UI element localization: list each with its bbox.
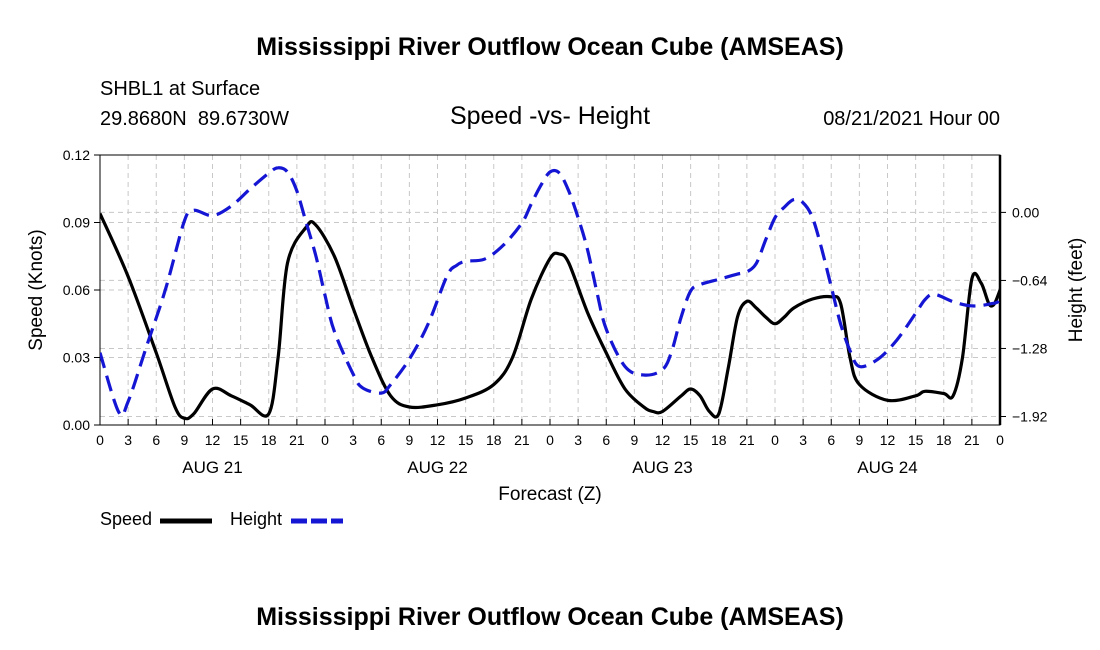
series-layer [100, 166, 1000, 421]
y-left-tick-label: 0.12 [63, 147, 90, 163]
x-tick-label: 0 [996, 432, 1004, 448]
x-tick-label: 9 [405, 432, 413, 448]
y-left-tick-label: 0.03 [63, 350, 90, 366]
date-label: 08/21/2021 Hour 00 [823, 108, 1000, 130]
station-label: SHBL1 at Surface [100, 78, 260, 100]
x-tick-label: 9 [630, 432, 638, 448]
x-tick-label: 18 [711, 432, 727, 448]
x-tick-label: 6 [602, 432, 610, 448]
x-tick-label: 21 [289, 432, 305, 448]
x-tick-label: 21 [964, 432, 980, 448]
coords-label: 29.8680N 89.6730W [100, 108, 289, 130]
x-tick-label: 0 [771, 432, 779, 448]
x-tick-label: 0 [546, 432, 554, 448]
x-tick-label: 6 [827, 432, 835, 448]
x-tick-label: 9 [855, 432, 863, 448]
legend-height-label: Height [230, 509, 282, 529]
x-tick-label: 0 [96, 432, 104, 448]
x-tick-label: 3 [124, 432, 132, 448]
y-left-tick-label: 0.06 [63, 282, 90, 298]
x-tick-label: 15 [908, 432, 924, 448]
legend: Speed Height [100, 509, 343, 529]
y-right-tick-label: −1.28 [1012, 340, 1048, 356]
y-left-tick-label: 0.00 [63, 417, 90, 433]
day-label: AUG 23 [632, 458, 692, 477]
x-tick-label: 18 [936, 432, 952, 448]
x-axis-title: Forecast (Z) [498, 484, 601, 505]
y-left-tick-label: 0.09 [63, 215, 90, 231]
x-tick-label: 15 [458, 432, 474, 448]
y-left-title: Speed (Knots) [26, 229, 47, 350]
x-tick-label: 21 [514, 432, 530, 448]
y-right-title: Height (feet) [1066, 238, 1087, 343]
x-tick-label: 15 [683, 432, 699, 448]
x-tick-label: 0 [321, 432, 329, 448]
axis-labels: 0 3 6 9 12 15 18 21 0 3 6 9 12 15 18 21 0 3 6 9 12 15 18 21 0 3 6 9… [26, 147, 1087, 505]
y-right-tick-label: −1.92 [1012, 408, 1048, 424]
x-tick-label: 21 [739, 432, 755, 448]
x-tick-label: 3 [349, 432, 357, 448]
x-tick-label: 12 [655, 432, 671, 448]
x-tick-label: 15 [233, 432, 249, 448]
y-right-tick-label: 0.00 [1012, 204, 1039, 220]
day-label: AUG 21 [182, 458, 242, 477]
series-line-height [100, 166, 1000, 418]
x-tick-label: 6 [377, 432, 385, 448]
x-tick-label: 18 [486, 432, 502, 448]
x-tick-label: 9 [180, 432, 188, 448]
x-tick-label: 3 [799, 432, 807, 448]
grid [100, 155, 1000, 425]
y-right-tick-label: −0.64 [1012, 272, 1048, 288]
x-tick-label: 18 [261, 432, 277, 448]
x-tick-label: 12 [205, 432, 221, 448]
series-line-speed [100, 212, 1000, 421]
chart-subtitle: Speed -vs- Height [450, 102, 650, 130]
day-label: AUG 24 [857, 458, 917, 477]
x-tick-label: 3 [574, 432, 582, 448]
day-label: AUG 22 [407, 458, 467, 477]
x-tick-label: 12 [880, 432, 896, 448]
legend-speed-label: Speed [100, 509, 152, 529]
main-title: Mississippi River Outflow Ocean Cube (AM… [256, 33, 844, 61]
x-tick-label: 12 [430, 432, 446, 448]
x-tick-label: 6 [152, 432, 160, 448]
footer-title: Mississippi River Outflow Ocean Cube (AM… [256, 603, 844, 631]
